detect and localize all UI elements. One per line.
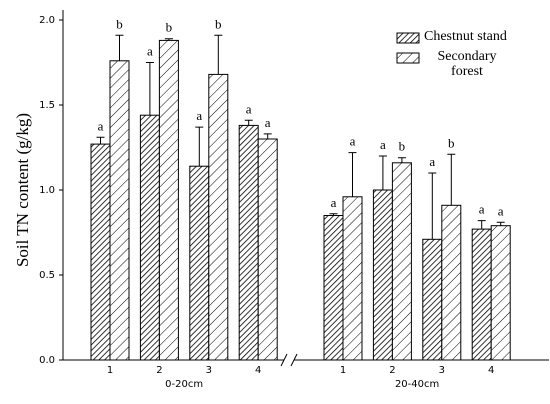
error-bar bbox=[397, 157, 406, 163]
error-bar bbox=[496, 221, 505, 226]
y-tick-label: 1.5 bbox=[39, 100, 55, 111]
error-bar bbox=[428, 172, 437, 240]
bar bbox=[372, 189, 393, 361]
bar bbox=[323, 215, 344, 361]
y-tick-label: 0.0 bbox=[39, 355, 55, 366]
significance-label: a bbox=[265, 115, 271, 130]
bar bbox=[139, 114, 160, 361]
bar bbox=[342, 196, 363, 361]
legend-label: Chestnut stand bbox=[424, 29, 507, 44]
significance-label: a bbox=[196, 108, 202, 123]
significance-label: a bbox=[98, 118, 104, 133]
x-tick-label: 2 bbox=[389, 365, 395, 376]
legend-swatch bbox=[396, 32, 420, 44]
bar bbox=[490, 225, 511, 361]
error-bar bbox=[195, 126, 204, 167]
error-bar bbox=[477, 220, 486, 230]
group-label: 20-40cm bbox=[395, 379, 439, 390]
x-tick-label: 3 bbox=[439, 365, 445, 376]
axis-break bbox=[290, 353, 298, 367]
x-tick-label: 1 bbox=[340, 365, 346, 376]
error-bar bbox=[96, 136, 105, 145]
significance-label: a bbox=[498, 203, 504, 218]
error-bar bbox=[244, 119, 253, 126]
x-tick-label: 4 bbox=[255, 365, 261, 376]
significance-label: a bbox=[350, 134, 356, 149]
significance-label: b bbox=[166, 20, 173, 35]
bar bbox=[238, 124, 259, 361]
significance-label: a bbox=[331, 195, 337, 210]
significance-label: a bbox=[246, 101, 252, 116]
y-tick-label: 0.5 bbox=[39, 270, 55, 281]
bar bbox=[189, 165, 210, 361]
error-bar bbox=[145, 62, 154, 116]
bar bbox=[441, 204, 462, 361]
significance-label: b bbox=[448, 135, 455, 150]
significance-label: b bbox=[116, 16, 123, 31]
x-tick-label: 1 bbox=[107, 365, 113, 376]
significance-label: a bbox=[380, 137, 386, 152]
error-bar bbox=[115, 34, 124, 61]
x-tick-label: 3 bbox=[206, 365, 212, 376]
y-tick-label: 1.0 bbox=[39, 185, 55, 196]
significance-label: a bbox=[147, 43, 153, 58]
error-bar bbox=[378, 155, 387, 190]
bar bbox=[109, 60, 130, 361]
bar bbox=[158, 39, 179, 361]
y-tick-label: 2.0 bbox=[39, 15, 55, 26]
bar bbox=[422, 238, 443, 361]
significance-label: a bbox=[479, 202, 485, 217]
error-bar bbox=[348, 152, 357, 197]
error-bar bbox=[329, 213, 338, 216]
x-tick-label: 4 bbox=[488, 365, 494, 376]
bar bbox=[257, 138, 278, 361]
axis-break bbox=[280, 353, 288, 367]
bar bbox=[90, 143, 111, 361]
significance-label: a bbox=[429, 154, 435, 169]
legend-label: Secondary forest bbox=[437, 49, 497, 79]
bar bbox=[391, 162, 412, 361]
legend-swatch bbox=[396, 52, 420, 64]
error-bar bbox=[214, 34, 223, 75]
error-bar bbox=[263, 133, 272, 139]
bar bbox=[471, 228, 492, 361]
group-label: 0-20cm bbox=[165, 379, 203, 390]
significance-label: b bbox=[215, 16, 222, 31]
y-axis-label: Soil TN content (g/kg) bbox=[13, 113, 32, 267]
error-bar bbox=[164, 38, 173, 41]
error-bar bbox=[447, 153, 456, 206]
significance-label: b bbox=[399, 139, 406, 154]
x-tick-label: 2 bbox=[156, 365, 162, 376]
bar bbox=[208, 73, 229, 361]
